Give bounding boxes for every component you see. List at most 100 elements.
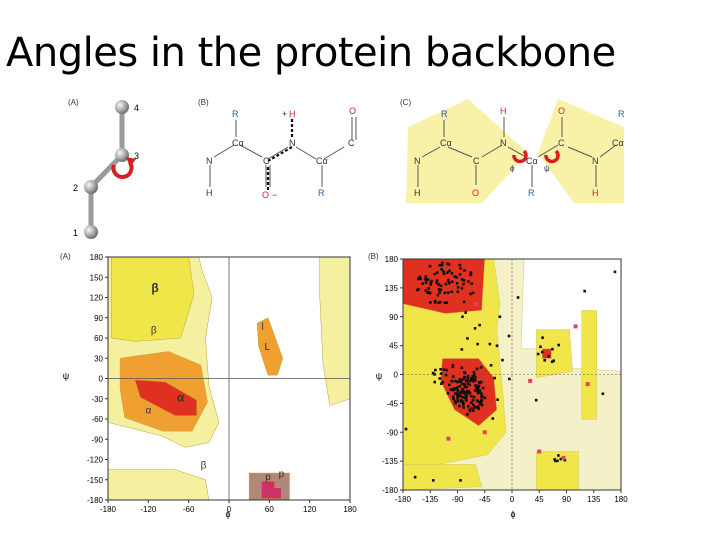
scatter-point: [453, 388, 456, 391]
scatter-point: [424, 278, 428, 282]
core-region-alpha: [134, 379, 197, 416]
scatter-point: [466, 382, 470, 385]
scatter-point: [508, 377, 511, 381]
scatter-point: [465, 390, 469, 394]
scatter-point: [439, 382, 443, 386]
atom-1: [84, 225, 98, 239]
scatter-point: [463, 392, 466, 395]
atom-3-label: 3: [134, 151, 139, 161]
scatter-point: [463, 371, 467, 375]
scatter-point: [439, 367, 442, 371]
outlier-point: [537, 449, 542, 454]
c-h1: H: [414, 188, 421, 198]
chart-a-label: (A): [60, 252, 71, 261]
scatter-point: [436, 293, 440, 297]
scatter-point: [465, 399, 468, 402]
scatter-point: [460, 278, 464, 281]
scatter-point: [437, 301, 440, 305]
b-o2: O: [349, 106, 356, 116]
chart-b-x-tick-label: 135: [587, 495, 601, 504]
outlier-point: [561, 455, 566, 460]
scatter-point: [471, 375, 475, 378]
c-n1: N: [414, 156, 421, 166]
scatter-point: [472, 377, 476, 381]
scatter-point: [446, 291, 450, 295]
chart-a-axes: -180 -120 -60 0 60 120 180 180 150 120 90 60 30 0 -30 -…: [87, 253, 357, 514]
allowed-region-left-helix: [256, 317, 284, 376]
scatter-point: [496, 398, 499, 401]
scatter-point: [455, 282, 459, 285]
scatter-point: [456, 290, 460, 293]
outlier-point: [573, 324, 578, 329]
scatter-point: [450, 271, 454, 275]
scatter-point: [438, 291, 442, 294]
scatter-point: [428, 264, 432, 268]
scatter-point: [553, 458, 556, 461]
scatter-point: [489, 363, 493, 367]
scatter-point: [550, 360, 554, 364]
scatter-point: [460, 366, 464, 369]
chart-b-x-tick-label: -180: [395, 495, 412, 504]
chart-a-y-tick-label: -90: [91, 435, 103, 444]
scatter-point: [418, 275, 421, 279]
scatter-point: [475, 385, 479, 389]
atom-3: [115, 148, 129, 162]
scatter-point: [454, 379, 457, 383]
scatter-point: [459, 380, 462, 383]
chart-b-ylabel: ψ: [376, 371, 382, 381]
chart-a-x-tick-label: 0: [227, 505, 232, 514]
scatter-point: [475, 367, 479, 371]
scatter-point: [554, 459, 557, 463]
scatter-point: [473, 373, 476, 377]
scatter-point: [456, 399, 460, 403]
c-r2: R: [528, 188, 535, 198]
scatter-point: [460, 382, 464, 386]
c-o1: O: [472, 188, 479, 198]
scatter-point: [468, 409, 472, 413]
scatter-point: [477, 381, 481, 384]
scatter-point: [471, 399, 475, 402]
scatter-point: [452, 397, 455, 401]
scatter-point: [461, 395, 464, 399]
scatter-point: [473, 405, 477, 408]
core-region-left-helix: [542, 348, 552, 359]
scatter-point: [473, 389, 477, 392]
scatter-point: [476, 405, 480, 408]
scatter-point: [459, 267, 462, 270]
psi-rotation-icon: [544, 149, 560, 164]
chart-b-y-tick-label: 180: [385, 255, 399, 264]
scatter-point: [442, 272, 446, 276]
scatter-point: [450, 290, 454, 294]
scatter-point: [460, 286, 464, 290]
chart-b-axes: -180 -135 -90 -45 0 45 90 135 180 180 135 90 45 0 -45 -…: [382, 255, 628, 504]
scatter-point: [463, 383, 466, 387]
chart-a-x-tick-label: 120: [303, 505, 317, 514]
atom-1-label: 1: [73, 228, 78, 238]
scatter-point: [456, 380, 460, 384]
outlier-point: [528, 378, 533, 383]
scatter-point: [476, 389, 479, 392]
scatter-point: [440, 267, 443, 271]
c-o2: O: [558, 106, 565, 116]
scatter-point: [463, 385, 467, 388]
chart-a-y-tick-label: 90: [94, 314, 103, 323]
scatter-point: [551, 347, 554, 351]
chart-a-x-tick-label: -120: [140, 505, 157, 514]
scatter-point: [470, 282, 473, 285]
ramachandran-regions-chart: (A) -180 -120 -60 0 60 120 180 180 150 120 90 60 30 0…: [60, 252, 357, 519]
chart-b-y-tick-label: -180: [382, 486, 399, 495]
scatter-point: [476, 342, 479, 346]
scatter-point: [472, 409, 475, 412]
scatter-point: [480, 380, 483, 384]
scatter-point: [433, 299, 437, 303]
b-minus: −: [272, 190, 277, 200]
b-h1: H: [206, 188, 213, 198]
c-ca2: Cα: [526, 156, 538, 166]
rotation-arrow-icon: [111, 161, 134, 179]
scatter-point: [431, 371, 435, 375]
scatter-point: [462, 403, 465, 406]
scatter-point: [450, 280, 454, 284]
scatter-point: [468, 383, 472, 387]
ramachandran-scatter-chart: (B) -180 -135 -90 -45 0 45 90 135 180 180 135 90 45 0…: [368, 252, 628, 519]
scatter-point: [443, 291, 447, 295]
